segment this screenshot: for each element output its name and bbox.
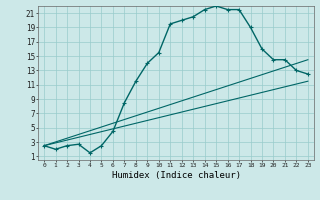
X-axis label: Humidex (Indice chaleur): Humidex (Indice chaleur): [111, 171, 241, 180]
